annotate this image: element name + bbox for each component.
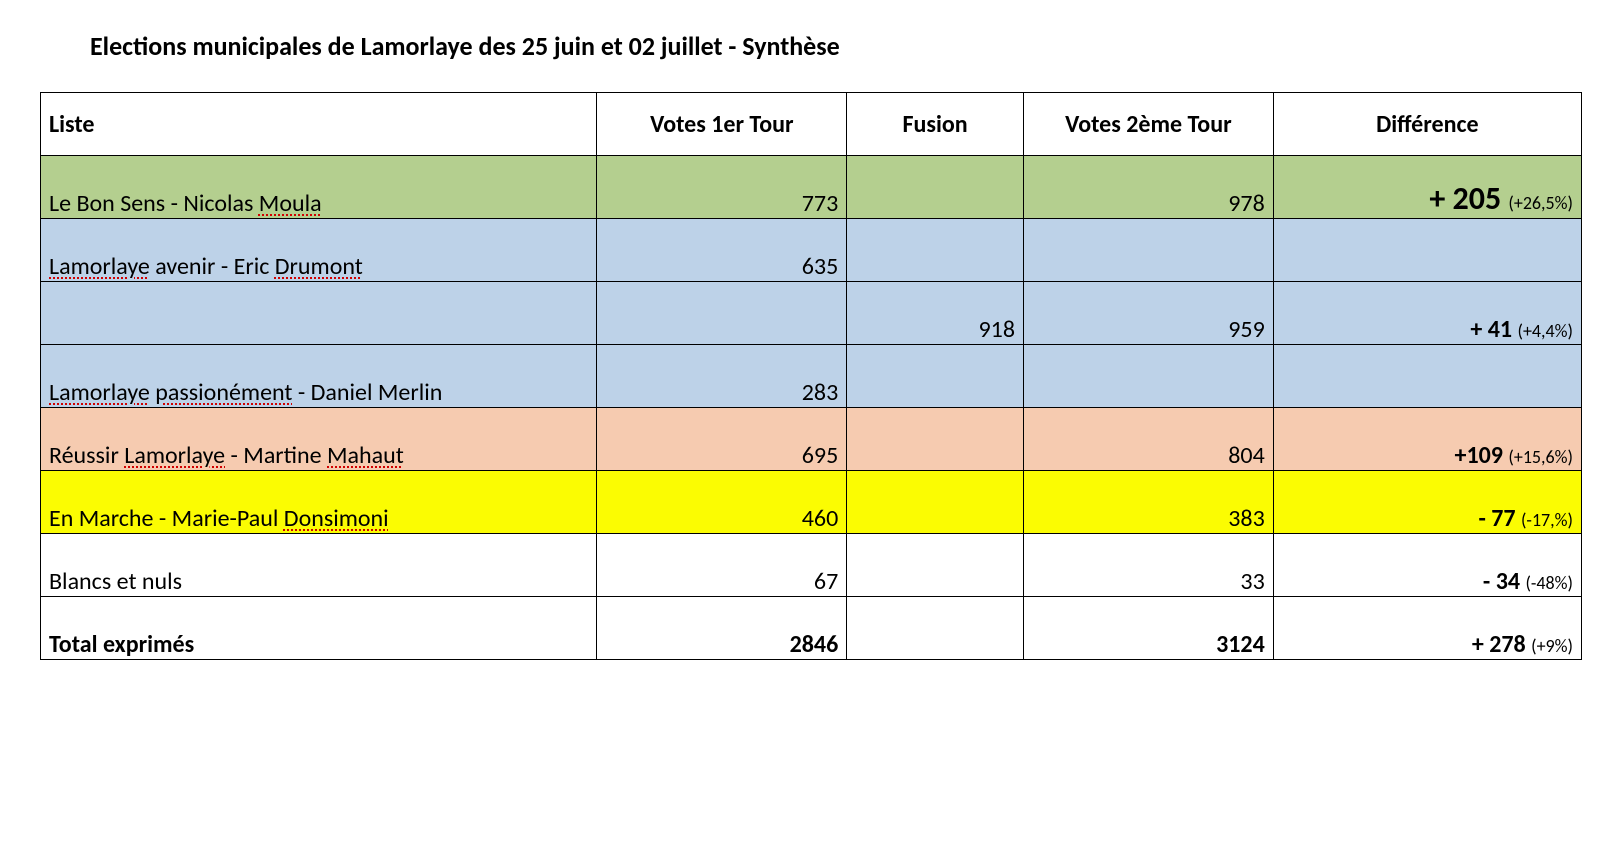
cell-v1: 283 [597,345,847,408]
cell-v1: 2846 [597,597,847,660]
cell-liste [41,282,597,345]
cell-diff: +109 (+15,6%) [1273,408,1581,471]
table-row: En Marche - Marie-Paul Donsimoni460 383- … [41,471,1582,534]
table-row: Total exprimés2846 3124+ 278 (+9%) [41,597,1582,660]
cell-fusion [847,156,1024,219]
table-row: Lamorlaye passionément - Daniel Merlin28… [41,345,1582,408]
cell-fusion [847,408,1024,471]
table-row: Réussir Lamorlaye - Martine Mahaut695 804… [41,408,1582,471]
cell-fusion [847,471,1024,534]
cell-liste: En Marche - Marie-Paul Donsimoni [41,471,597,534]
cell-diff: + 205 (+26,5%) [1273,156,1581,219]
cell-v2: 3124 [1023,597,1273,660]
header-row: Liste Votes 1er Tour Fusion Votes 2ème T… [41,93,1582,156]
col-diff-header: Différence [1273,93,1581,156]
cell-diff: + 278 (+9%) [1273,597,1581,660]
cell-v2 [1023,345,1273,408]
cell-liste: Blancs et nuls [41,534,597,597]
table-row: Lamorlaye avenir - Eric Drumont635 [41,219,1582,282]
cell-fusion [847,534,1024,597]
cell-liste: Réussir Lamorlaye - Martine Mahaut [41,408,597,471]
cell-fusion [847,345,1024,408]
table-row: 918959+ 41 (+4,4%) [41,282,1582,345]
cell-liste: Total exprimés [41,597,597,660]
cell-fusion [847,597,1024,660]
cell-v1: 773 [597,156,847,219]
cell-fusion [847,219,1024,282]
cell-v1: 460 [597,471,847,534]
cell-diff [1273,219,1581,282]
cell-v1: 695 [597,408,847,471]
cell-v1: 635 [597,219,847,282]
cell-diff [1273,345,1581,408]
cell-liste: Lamorlaye passionément - Daniel Merlin [41,345,597,408]
cell-liste: Lamorlaye avenir - Eric Drumont [41,219,597,282]
cell-v2: 383 [1023,471,1273,534]
col-v2-header: Votes 2ème Tour [1023,93,1273,156]
cell-diff: - 34 (-48%) [1273,534,1581,597]
cell-v2: 959 [1023,282,1273,345]
cell-v2: 33 [1023,534,1273,597]
results-table: Liste Votes 1er Tour Fusion Votes 2ème T… [40,92,1582,660]
col-v1-header: Votes 1er Tour [597,93,847,156]
table-row: Blancs et nuls67 33- 34 (-48%) [41,534,1582,597]
col-fusion-header: Fusion [847,93,1024,156]
cell-diff: + 41 (+4,4%) [1273,282,1581,345]
page-title: Elections municipales de Lamorlaye des 2… [40,30,1582,62]
cell-fusion: 918 [847,282,1024,345]
col-liste-header: Liste [41,93,597,156]
cell-v1: 67 [597,534,847,597]
cell-liste: Le Bon Sens - Nicolas Moula [41,156,597,219]
cell-v2: 804 [1023,408,1273,471]
cell-v2: 978 [1023,156,1273,219]
table-row: Le Bon Sens - Nicolas Moula773 978+ 205 (… [41,156,1582,219]
cell-v2 [1023,219,1273,282]
cell-diff: - 77 (-17,%) [1273,471,1581,534]
cell-v1 [597,282,847,345]
